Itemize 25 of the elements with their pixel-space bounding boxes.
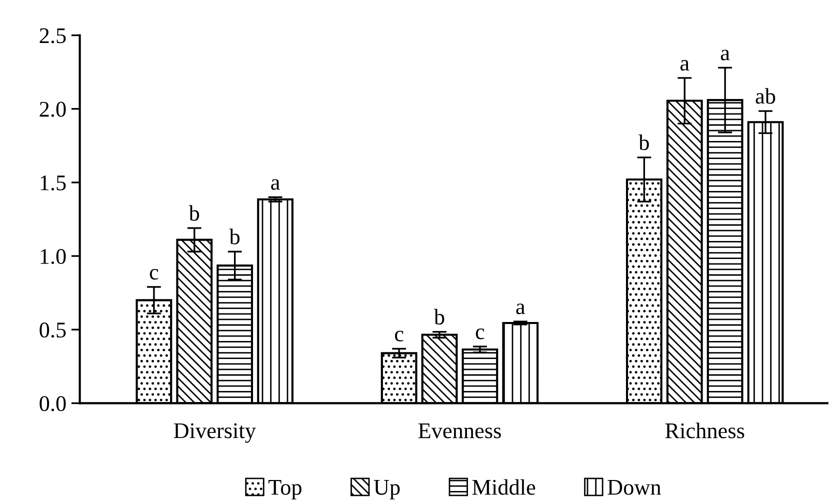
data-label: b (188, 205, 200, 221)
data-label: c (150, 268, 158, 280)
x-tick-label: Evenness (418, 424, 501, 438)
data-label: ab (756, 88, 776, 104)
data-label: c (476, 328, 484, 340)
legend-label: Down (608, 480, 661, 495)
y-tick-label: 1.5 (40, 175, 66, 190)
y-tick-label: 2.5 (40, 28, 66, 44)
data-label: b (638, 134, 649, 150)
legend-label: Up (374, 480, 400, 500)
y-tick-label: 2.0 (40, 102, 66, 117)
y-tick-label: 1.0 (40, 248, 66, 264)
y-tick-label: 0.0 (40, 396, 66, 412)
y-tick-label: 0.5 (40, 322, 66, 338)
data-label: b (434, 308, 444, 325)
x-tick-label: Richness (665, 422, 744, 438)
data-label: a (720, 50, 730, 60)
data-label: a (516, 304, 526, 314)
data-label: a (271, 179, 280, 190)
x-tick-label: Diversity (174, 423, 256, 443)
data-label: b (229, 228, 240, 244)
data-label: a (680, 60, 690, 71)
data-label: c (394, 330, 404, 342)
legend-label: Top (268, 480, 302, 500)
legend-label: Middle (472, 479, 536, 495)
